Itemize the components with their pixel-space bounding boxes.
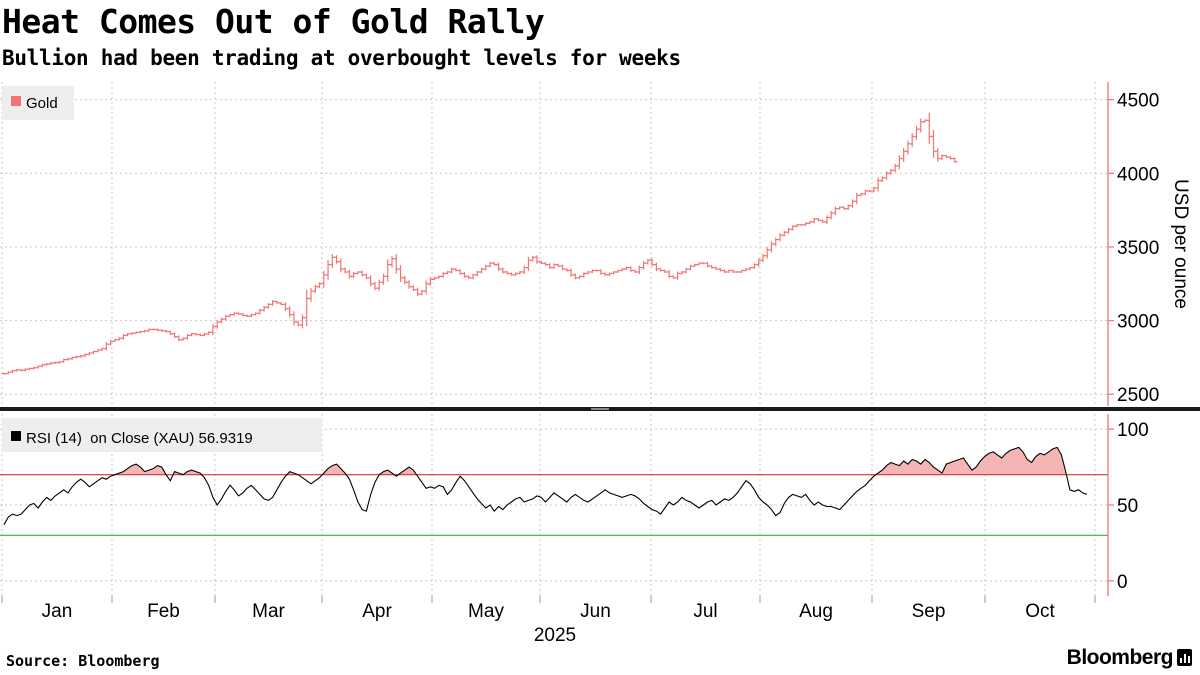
month-label: Jun [580,601,611,622]
price-legend-label: Gold [26,95,58,112]
month-label: May [468,601,504,622]
bloomberg-logo: Bloomberg [1067,646,1192,670]
price-tick-label: 2500 [1117,385,1159,406]
gridlines [0,82,1108,603]
price-tick-label: 3000 [1117,312,1159,333]
month-label: Oct [1025,601,1055,622]
rsi-overbought-area [398,467,417,475]
rsi-overbought-area [114,464,167,475]
price-tick-label: 3500 [1117,238,1159,259]
rsi-tick-label: 50 [1117,496,1138,517]
rsi-line [3,446,1088,525]
month-label: Jan [42,601,73,622]
rsi-axis-ticks: 0 50 100 [1108,420,1149,593]
chart-subtitle: Bullion had been trading at overbought l… [2,46,681,70]
gold-ohlc-series [1,112,958,375]
month-label: Mar [252,601,285,622]
price-legend: Gold [2,86,74,120]
rsi-tick-label: 100 [1117,420,1149,441]
month-label: Apr [362,601,392,622]
price-axis-label: USD per ounce [1170,179,1191,309]
rsi-tick-label: 0 [1117,572,1128,593]
price-legend-swatch [11,96,21,106]
rsi-overbought-area [322,464,347,475]
rsi-legend-swatch [11,431,21,441]
chart-title: Heat Comes Out of Gold Rally [2,2,545,41]
price-axis-ticks: 2500 3000 3500 4000 4500 [1108,91,1159,406]
bloomberg-terminal-icon [1177,649,1192,666]
price-tick-label: 4000 [1117,164,1159,185]
month-label: Jul [693,601,717,622]
source-note: Source: Bloomberg [6,652,160,670]
rsi-overbought-area [875,447,1067,475]
rsi-overbought-area [183,470,202,475]
panel-divider-handle[interactable] [591,408,609,410]
brand-name: Bloomberg [1066,646,1174,669]
rsi-legend-box [2,418,322,452]
month-label: Feb [147,601,180,622]
x-axis-month-labels: Jan Feb Mar Apr May Jun Jul Aug Sep Oct [42,601,1056,622]
rsi-overbought-area [379,470,395,475]
price-tick-label: 4500 [1117,91,1159,112]
rsi-legend-label: RSI (14) on Close (XAU) 56.9319 [26,430,253,447]
x-axis-year-label: 2025 [534,625,576,646]
month-label: Sep [912,601,946,622]
rsi-legend: RSI (14) on Close (XAU) 56.9319 [2,418,322,452]
month-label: Aug [799,601,833,622]
